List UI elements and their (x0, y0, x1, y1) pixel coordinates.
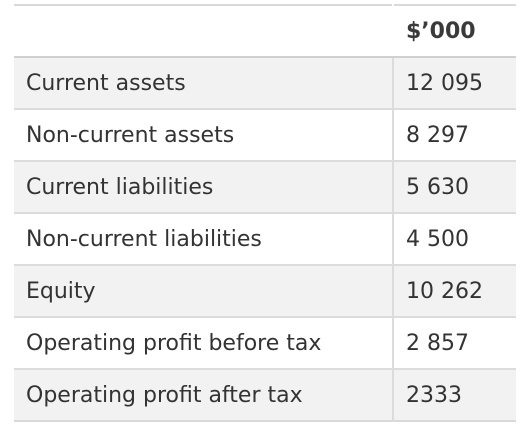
row-label: Non-current liabilities (14, 213, 393, 265)
financial-table: $’000 Current assets 12 095 Non-current … (14, 4, 516, 422)
table-header-row: $’000 (14, 5, 516, 58)
row-label: Current liabilities (14, 161, 393, 213)
table-row: Equity 10 262 (14, 265, 516, 317)
table-row: Current assets 12 095 (14, 57, 516, 109)
row-value: 2333 (392, 369, 516, 421)
row-value: 4 500 (392, 213, 516, 265)
row-value: 12 095 (392, 57, 516, 109)
header-label-cell (14, 5, 393, 58)
table-row: Non-current liabilities 4 500 (14, 213, 516, 265)
row-value: 2 857 (392, 317, 516, 369)
row-label: Equity (14, 265, 393, 317)
row-value: 10 262 (392, 265, 516, 317)
row-value: 5 630 (392, 161, 516, 213)
header-value-cell: $’000 (393, 5, 516, 58)
row-label: Operating profit before tax (14, 317, 393, 369)
table-row: Non-current assets 8 297 (14, 109, 516, 161)
table-row: Operating profit after tax 2333 (14, 369, 516, 421)
row-value: 8 297 (392, 109, 516, 161)
row-label: Operating profit after tax (14, 369, 393, 421)
table-row: Operating profit before tax 2 857 (14, 317, 516, 369)
row-label: Current assets (14, 57, 393, 109)
row-label: Non-current assets (14, 109, 393, 161)
table-row: Current liabilities 5 630 (14, 161, 516, 213)
